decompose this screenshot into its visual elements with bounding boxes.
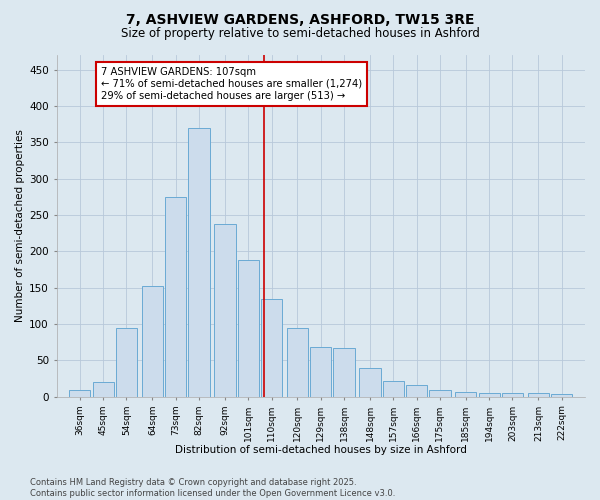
Bar xyxy=(69,390,91,397)
X-axis label: Distribution of semi-detached houses by size in Ashford: Distribution of semi-detached houses by … xyxy=(175,445,467,455)
Bar xyxy=(310,348,331,397)
Bar xyxy=(430,390,451,397)
Bar xyxy=(238,260,259,397)
Bar xyxy=(334,348,355,397)
Bar xyxy=(528,393,549,397)
Y-axis label: Number of semi-detached properties: Number of semi-detached properties xyxy=(15,130,25,322)
Bar xyxy=(92,382,114,397)
Bar xyxy=(551,394,572,397)
Bar xyxy=(359,368,380,397)
Bar xyxy=(142,286,163,397)
Text: 7, ASHVIEW GARDENS, ASHFORD, TW15 3RE: 7, ASHVIEW GARDENS, ASHFORD, TW15 3RE xyxy=(126,12,474,26)
Bar xyxy=(479,393,500,397)
Bar xyxy=(188,128,209,397)
Bar xyxy=(383,381,404,397)
Text: 7 ASHVIEW GARDENS: 107sqm
← 71% of semi-detached houses are smaller (1,274)
29% : 7 ASHVIEW GARDENS: 107sqm ← 71% of semi-… xyxy=(101,68,362,100)
Bar xyxy=(406,385,427,397)
Bar xyxy=(214,224,236,397)
Text: Size of property relative to semi-detached houses in Ashford: Size of property relative to semi-detach… xyxy=(121,28,479,40)
Bar xyxy=(116,328,137,397)
Bar xyxy=(261,298,282,397)
Text: Contains HM Land Registry data © Crown copyright and database right 2025.
Contai: Contains HM Land Registry data © Crown c… xyxy=(30,478,395,498)
Bar xyxy=(287,328,308,397)
Bar xyxy=(502,393,523,397)
Bar xyxy=(455,392,476,397)
Bar xyxy=(165,197,187,397)
